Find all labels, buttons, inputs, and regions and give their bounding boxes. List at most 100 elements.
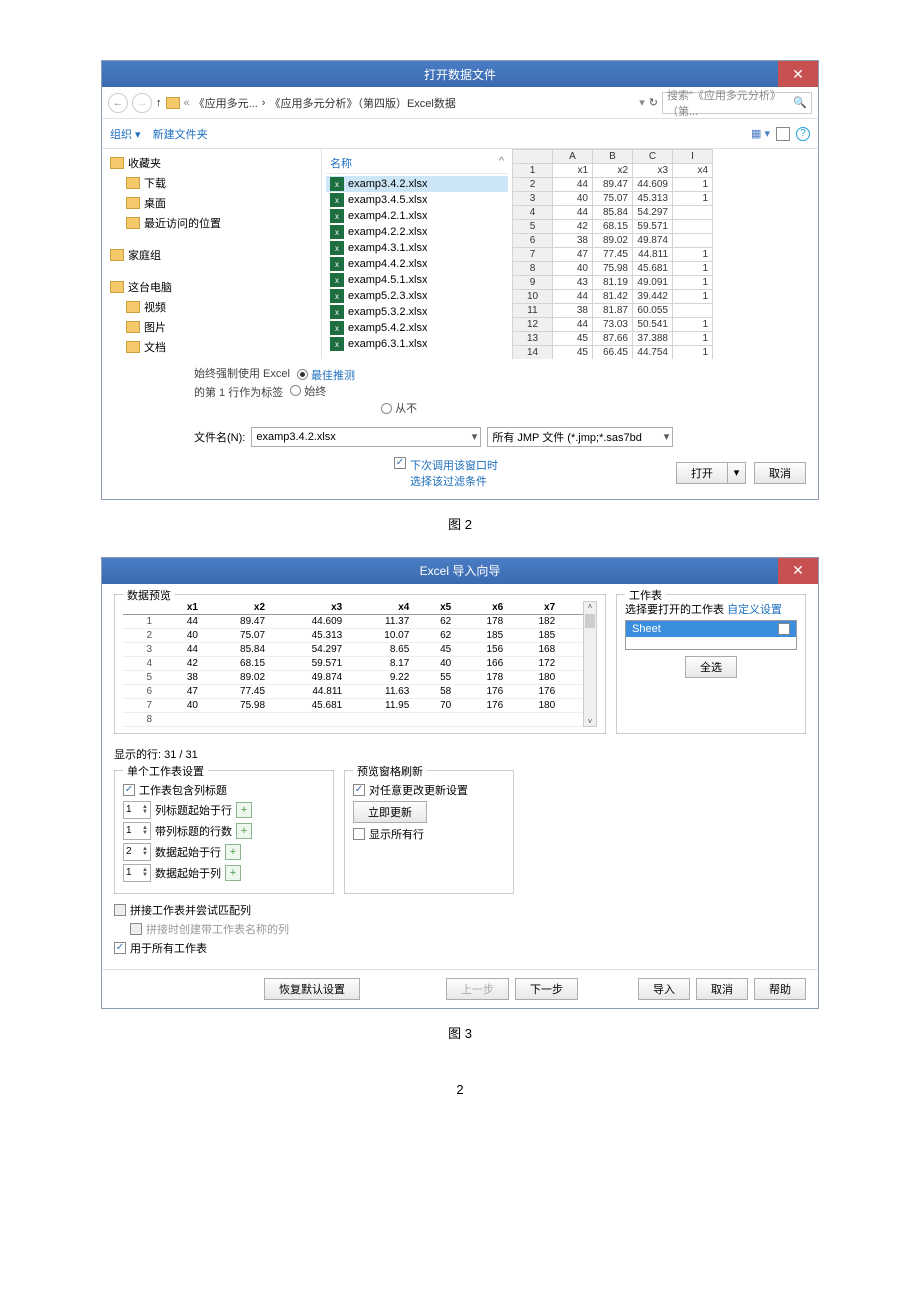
- excel-icon: x: [330, 241, 344, 255]
- single-legend: 单个工作表设置: [123, 763, 208, 779]
- file-row[interactable]: xexamp4.4.2.xlsx: [326, 256, 508, 272]
- scrollbar[interactable]: ˄ ˅: [583, 601, 597, 727]
- radio-best[interactable]: 最佳推测: [297, 367, 355, 383]
- folder-icon: [126, 197, 140, 209]
- allws-label: 用于所有工作表: [130, 940, 207, 956]
- close-button[interactable]: ✕: [778, 558, 818, 584]
- next-button[interactable]: 下一步: [515, 978, 578, 1000]
- cancel-button[interactable]: 取消: [754, 462, 806, 484]
- cancel-button[interactable]: 取消: [696, 978, 748, 1000]
- excel-icon: x: [330, 289, 344, 303]
- excel-icon: x: [330, 321, 344, 335]
- filename-bar: 文件名(N): examp3.4.2.xlsx 所有 JMP 文件 (*.jmp…: [102, 423, 818, 451]
- back-icon[interactable]: ←: [108, 93, 128, 113]
- file-row[interactable]: xexamp5.2.3.xlsx: [326, 288, 508, 304]
- concat2-check[interactable]: [130, 923, 142, 935]
- next-time-label: 下次调用该窗口时: [410, 457, 498, 473]
- options-row: 始终强制使用 Excel 最佳推测 的第 1 行作为标签 始终 从不: [102, 359, 818, 423]
- preview-pane: ABCI1x1x2x3x424489.4744.609134075.0745.3…: [512, 149, 818, 359]
- file-row[interactable]: xexamp4.2.1.xlsx: [326, 208, 508, 224]
- titlebar: 打开数据文件 ✕: [102, 61, 818, 87]
- sidebar-item[interactable]: 家庭组: [110, 245, 313, 265]
- preview-icon[interactable]: [776, 127, 790, 141]
- radio-always[interactable]: 始终: [290, 383, 326, 399]
- concat-check[interactable]: [114, 904, 126, 916]
- s2-label: 带列标题的行数: [155, 823, 232, 839]
- import-button[interactable]: 导入: [638, 978, 690, 1000]
- fwd-icon[interactable]: →: [132, 93, 152, 113]
- sidebar-item[interactable]: 视频: [110, 297, 313, 317]
- open-drop[interactable]: ▾: [728, 462, 746, 484]
- file-row[interactable]: xexamp4.2.2.xlsx: [326, 224, 508, 240]
- hdr-count-spin[interactable]: 1▲▼: [123, 822, 151, 840]
- plus-icon[interactable]: +: [225, 865, 241, 881]
- sidebar-item[interactable]: 文档: [110, 337, 313, 357]
- colhdr-check[interactable]: [123, 784, 135, 796]
- showall-check[interactable]: [353, 828, 365, 840]
- plus-icon[interactable]: +: [225, 844, 241, 860]
- anychange-check[interactable]: [353, 784, 365, 796]
- data-col-spin[interactable]: 1▲▼: [123, 864, 151, 882]
- sidebar-item[interactable]: 最近访问的位置: [110, 213, 313, 233]
- crumb[interactable]: 《应用多元...: [194, 95, 258, 111]
- excel-icon: x: [330, 193, 344, 207]
- new-folder[interactable]: 新建文件夹: [153, 126, 208, 142]
- next-time-check[interactable]: [394, 457, 406, 469]
- sidebar-item[interactable]: 收藏夹: [110, 153, 313, 173]
- filename-input[interactable]: examp3.4.2.xlsx: [251, 427, 481, 447]
- data-row-spin[interactable]: 2▲▼: [123, 843, 151, 861]
- sidebar-item[interactable]: 桌面: [110, 193, 313, 213]
- ws-custom-link[interactable]: 自定义设置: [727, 604, 782, 616]
- colhdr-label: 工作表包含列标题: [139, 782, 227, 798]
- sheet-list[interactable]: Sheet: [625, 620, 797, 650]
- folder-icon: [126, 341, 140, 353]
- restore-button[interactable]: 恢复默认设置: [264, 978, 360, 1000]
- help-icon[interactable]: ?: [796, 127, 810, 141]
- file-row[interactable]: xexamp4.3.1.xlsx: [326, 240, 508, 256]
- sidebar-item[interactable]: 这台电脑: [110, 277, 313, 297]
- nav-bar: ← → ↑ « 《应用多元... › 《应用多元分析》（第四版）Excel数据 …: [102, 87, 818, 119]
- filter-combo[interactable]: 所有 JMP 文件 (*.jmp;*.sas7bd: [487, 427, 673, 447]
- view-icon[interactable]: ▦ ▾: [751, 127, 770, 140]
- radio-never[interactable]: 从不: [381, 400, 417, 416]
- help-button[interactable]: 帮助: [754, 978, 806, 1000]
- file-row[interactable]: xexamp5.3.2.xlsx: [326, 304, 508, 320]
- data-table: x1x2x3x4x5x6x714489.4744.60911.376217818…: [123, 601, 583, 727]
- organize-menu[interactable]: 组织 ▾: [110, 126, 141, 142]
- file-row[interactable]: xexamp3.4.2.xlsx: [326, 176, 508, 192]
- breadcrumb[interactable]: 《应用多元... › 《应用多元分析》（第四版）Excel数据: [194, 95, 636, 111]
- search-input[interactable]: 搜索"《应用多元分析》（第... 🔍: [662, 92, 812, 114]
- showall-label: 显示所有行: [369, 826, 424, 842]
- prev-button[interactable]: 上一步: [446, 978, 509, 1000]
- folder-icon: [126, 321, 140, 333]
- sheet-check[interactable]: [778, 623, 790, 635]
- folder-icon: [126, 177, 140, 189]
- open-button[interactable]: 打开: [676, 462, 728, 484]
- allws-check[interactable]: [114, 942, 126, 954]
- s3-label: 数据起始于行: [155, 844, 221, 860]
- dlg-title: Excel 导入向导: [420, 562, 501, 579]
- select-all-button[interactable]: 全选: [685, 656, 737, 678]
- sidebar-item[interactable]: 下载: [110, 173, 313, 193]
- sort-icon[interactable]: ^: [499, 155, 504, 171]
- refresh-legend: 预览窗格刷新: [353, 763, 427, 779]
- force-label: 始终强制使用 Excel: [194, 365, 290, 381]
- toolbar: 组织 ▾ 新建文件夹 ▦ ▾ ?: [102, 119, 818, 149]
- refresh-icon[interactable]: ↻: [649, 96, 658, 109]
- folder-icon: [166, 97, 180, 109]
- close-button[interactable]: ✕: [778, 61, 818, 87]
- update-now-button[interactable]: 立即更新: [353, 801, 427, 823]
- file-row[interactable]: xexamp4.5.1.xlsx: [326, 272, 508, 288]
- sidebar-item[interactable]: 下载: [110, 357, 313, 359]
- crumb[interactable]: 《应用多元分析》（第四版）Excel数据: [269, 95, 455, 111]
- hdr-row-spin[interactable]: 1▲▼: [123, 801, 151, 819]
- plus-icon[interactable]: +: [236, 802, 252, 818]
- file-row[interactable]: xexamp5.4.2.xlsx: [326, 320, 508, 336]
- sidebar-item[interactable]: 图片: [110, 317, 313, 337]
- col-name[interactable]: 名称: [330, 155, 352, 171]
- plus-icon[interactable]: +: [236, 823, 252, 839]
- file-row[interactable]: xexamp3.4.5.xlsx: [326, 192, 508, 208]
- up-icon[interactable]: ↑: [156, 97, 162, 109]
- file-row[interactable]: xexamp6.3.1.xlsx: [326, 336, 508, 352]
- excel-icon: x: [330, 209, 344, 223]
